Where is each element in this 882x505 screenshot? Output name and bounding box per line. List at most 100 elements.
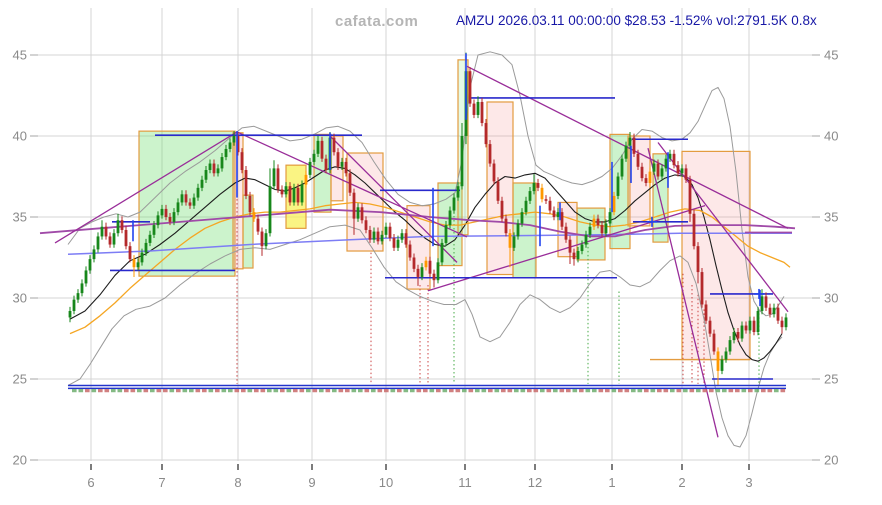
signal-dash: [592, 389, 597, 393]
signal-dash: [325, 389, 331, 393]
candle-body: [636, 153, 640, 167]
candle-body: [140, 252, 144, 263]
signal-dash: [488, 389, 493, 393]
y-axis-label-right: 30: [824, 291, 838, 306]
candle-body: [588, 226, 592, 235]
signal-dash: [221, 389, 227, 393]
signal-dash: [267, 389, 272, 393]
candle-body: [216, 168, 220, 174]
signal-dash: [748, 389, 753, 393]
candle-body: [760, 296, 764, 311]
candle-body: [260, 231, 264, 247]
candle-body: [332, 137, 336, 153]
x-axis-label: 8: [234, 475, 241, 490]
candle-body: [132, 259, 136, 268]
candle-body: [480, 101, 484, 124]
candle-body: [256, 218, 260, 232]
candle-body: [668, 153, 672, 159]
candle-body: [576, 251, 580, 260]
candle-body: [664, 158, 668, 169]
candle-body: [212, 163, 216, 174]
candle-body: [656, 163, 660, 177]
signal-dash: [507, 389, 513, 393]
x-axis-label: 1: [608, 475, 615, 490]
candle-body: [104, 226, 108, 237]
candle-body: [556, 212, 560, 217]
candle-body: [736, 332, 740, 339]
candle-body: [504, 218, 508, 234]
candle-body: [160, 208, 164, 216]
signal-dash: [208, 389, 214, 393]
bb_upper: [67, 51, 785, 317]
signal-dash: [202, 389, 207, 393]
trendline: [466, 65, 789, 229]
signal-dash: [501, 389, 506, 393]
signal-dash: [306, 389, 311, 393]
signal-dash: [741, 389, 747, 393]
candle-body: [632, 137, 636, 154]
candle-body: [528, 191, 532, 201]
candle-body: [740, 325, 744, 339]
signal-dash: [683, 389, 688, 393]
signal-dash: [663, 389, 669, 393]
candle-body: [424, 260, 428, 268]
signal-dash: [332, 389, 337, 393]
signal-dash: [416, 389, 422, 393]
candle-body: [696, 246, 700, 273]
candle-body: [236, 136, 240, 153]
y-axis-label-right: 25: [824, 372, 838, 387]
candle-body: [748, 320, 752, 331]
candle-body: [540, 187, 544, 200]
signal-dash: [299, 389, 305, 393]
signal-dash: [774, 389, 779, 393]
candle-body: [80, 283, 84, 294]
signal-dash: [657, 389, 662, 393]
candle-body: [184, 194, 188, 203]
candle-body: [744, 325, 748, 331]
signal-dash: [189, 389, 194, 393]
y-axis-label-left: 40: [13, 129, 27, 144]
candle-body: [220, 157, 224, 169]
candle-body: [516, 223, 520, 237]
signal-dash: [241, 389, 246, 393]
signal-dash: [494, 389, 500, 393]
candle-body: [680, 168, 684, 174]
signal-dash: [163, 389, 168, 393]
candle-body: [552, 210, 556, 217]
signal-dash: [111, 389, 116, 393]
candle-body: [340, 161, 344, 167]
candle-body: [348, 173, 352, 193]
candle-body: [628, 137, 632, 146]
signal-dash: [429, 389, 435, 393]
signal-zone: [138, 130, 236, 277]
quote-header[interactable]: AMZU 2026.03.11 00:00:00 $28.53 -1.52% v…: [456, 13, 817, 28]
signal-dash: [98, 389, 103, 393]
signal-dash: [397, 389, 402, 393]
candle-body: [676, 165, 680, 174]
candle-body: [268, 186, 272, 234]
signal-dash: [676, 389, 682, 393]
candle-body: [300, 184, 304, 203]
candle-body: [168, 217, 172, 222]
signal-dash: [468, 389, 474, 393]
signal-dash: [215, 389, 220, 393]
candle-body: [572, 252, 576, 260]
signal-dash: [137, 389, 142, 393]
candle-body: [84, 270, 88, 284]
signal-dash: [143, 389, 149, 393]
candle-body: [684, 168, 688, 180]
signal-dash: [689, 389, 695, 393]
candle-body: [452, 197, 456, 211]
candle-body: [456, 186, 460, 198]
candle-body: [580, 244, 584, 252]
signal-dash: [449, 389, 454, 393]
candle-body: [108, 236, 112, 245]
candle-body: [616, 176, 620, 196]
signal-dash: [540, 389, 545, 393]
candle-body: [444, 225, 448, 243]
candle-body: [228, 142, 232, 149]
candle-body: [412, 257, 416, 269]
candle-body: [284, 186, 288, 195]
